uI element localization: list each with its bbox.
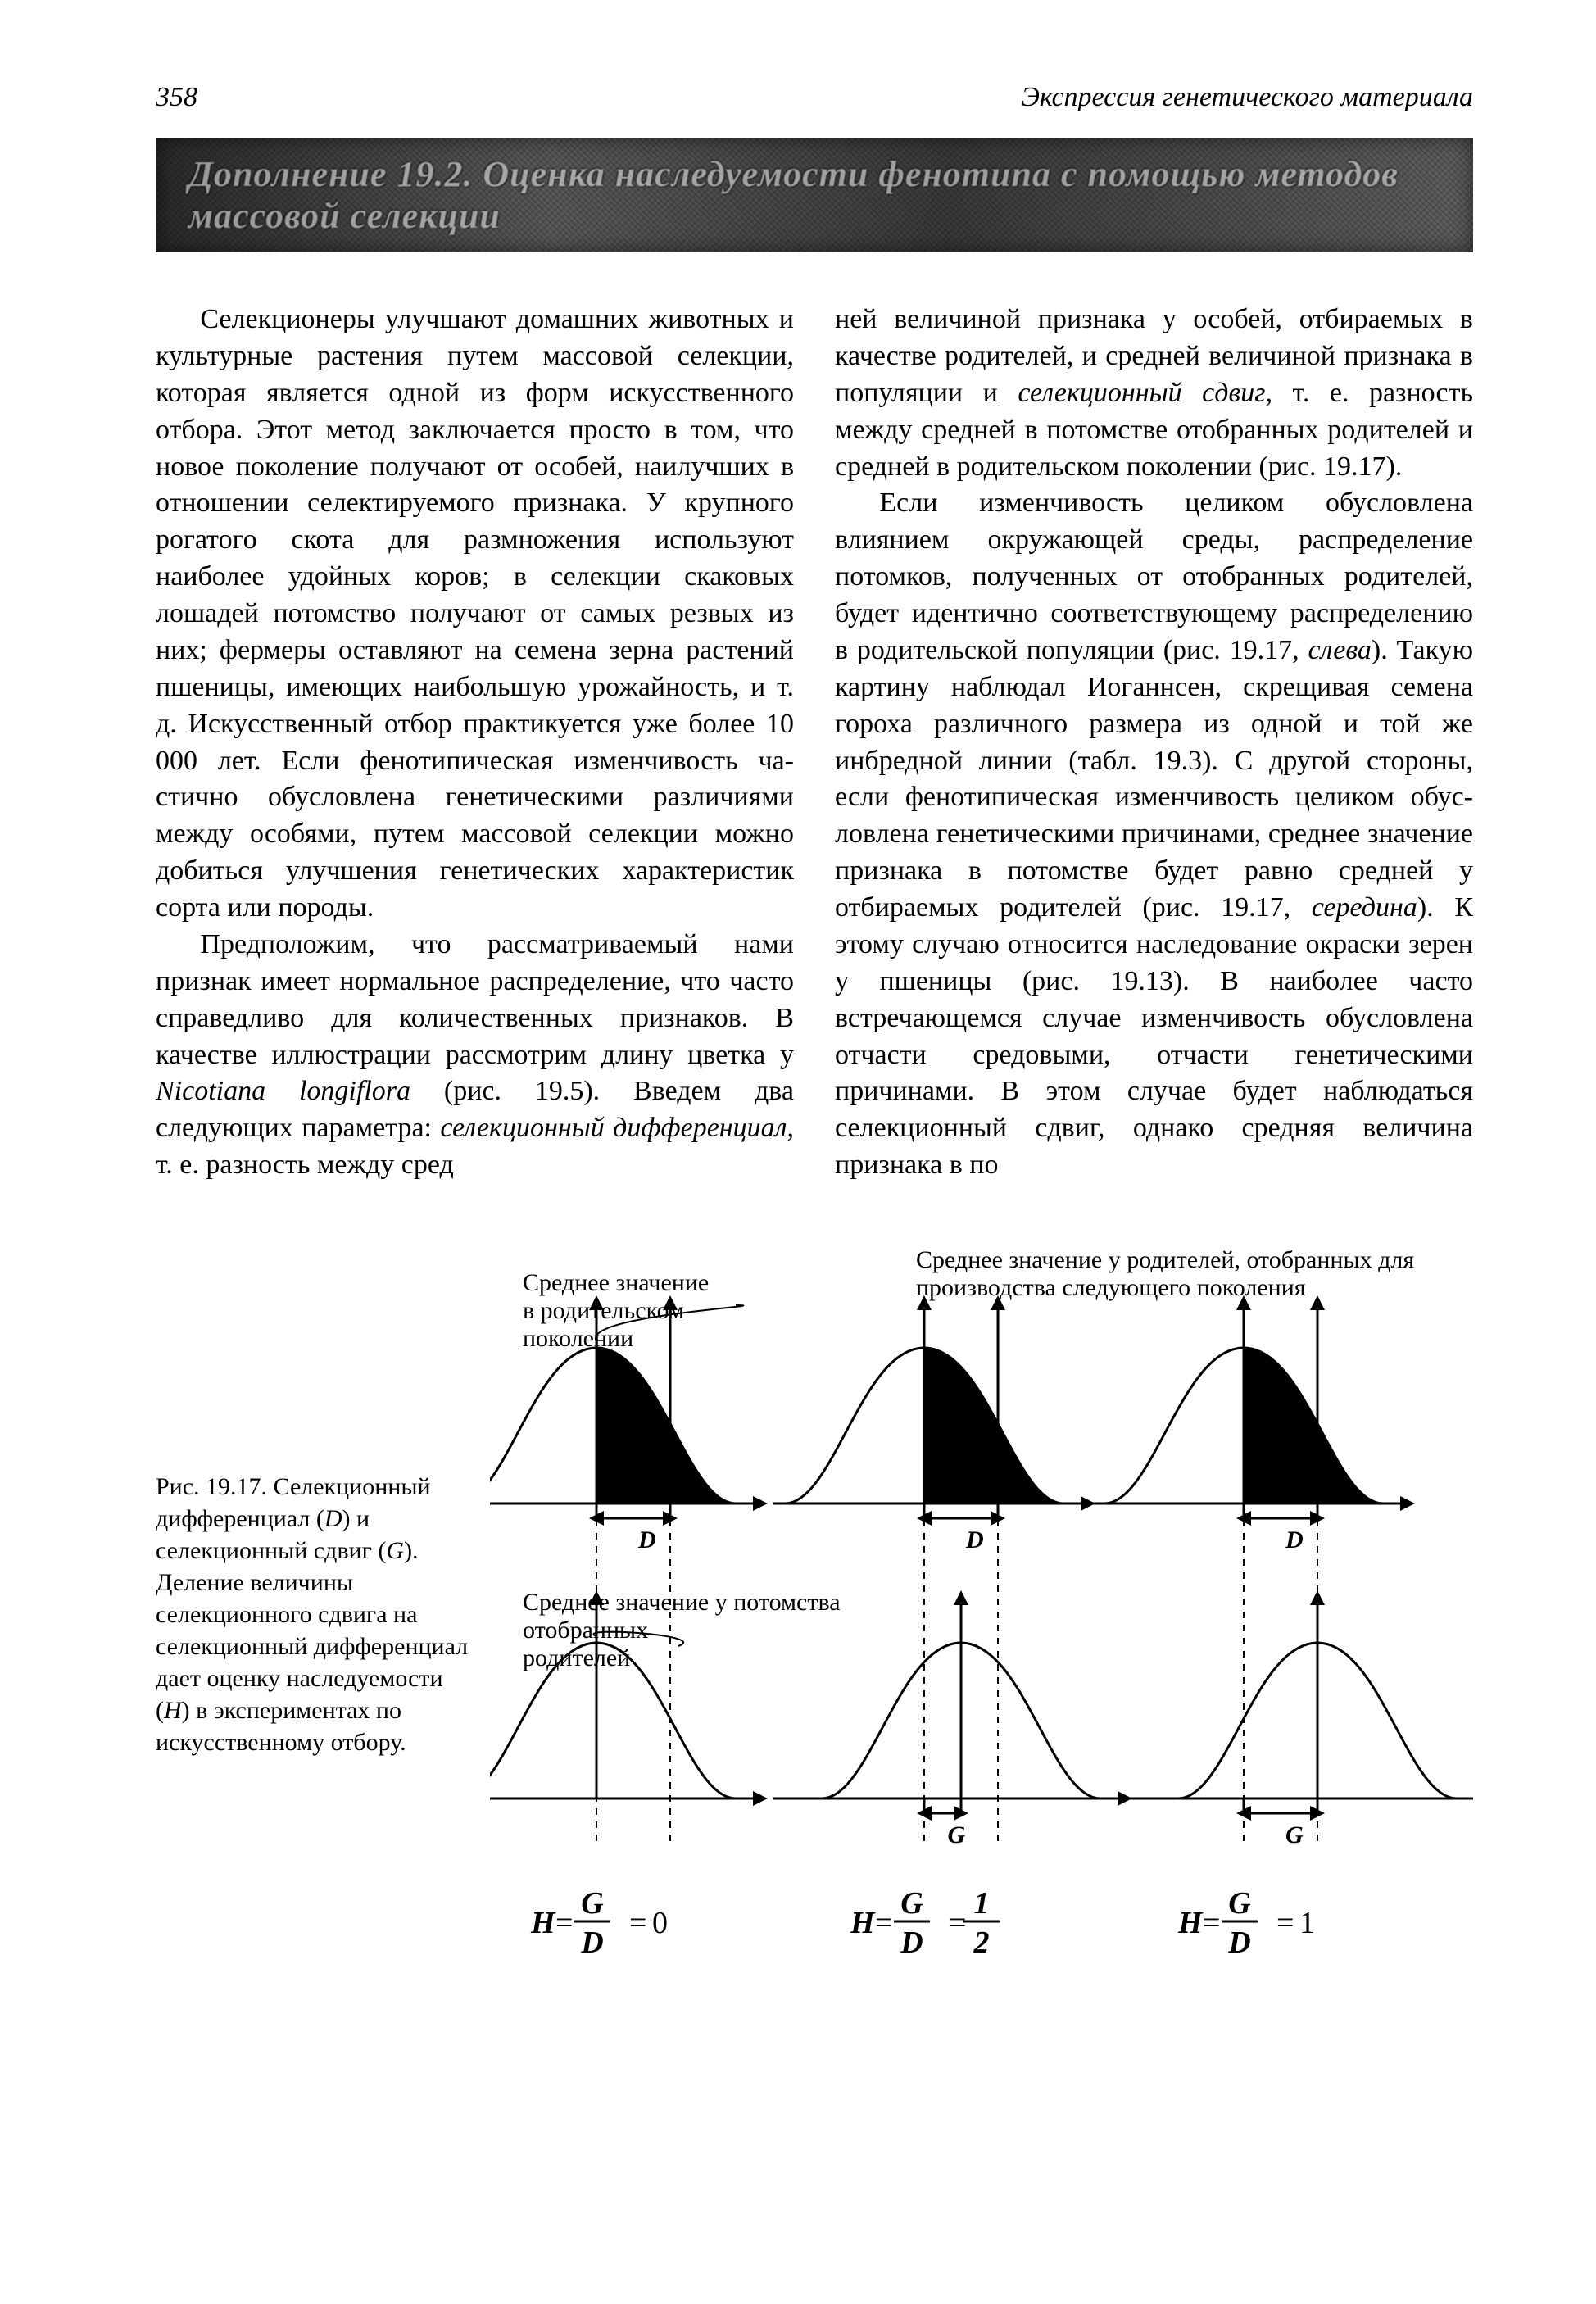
svg-text:=: = <box>1276 1906 1294 1940</box>
var-G: G <box>386 1537 404 1564</box>
text-run: ). Такую картину наблюдал Иоганнсен, скр… <box>835 635 1473 923</box>
page: 358 Экспрессия генетического материала Д… <box>0 0 1596 2304</box>
term: селек­ционный сдвиг <box>1018 378 1265 408</box>
paragraph: ней величиной признака у особей, отби­ра… <box>835 302 1473 485</box>
svg-text:D: D <box>580 1925 603 1960</box>
svg-text:Среднее значение: Среднее значение <box>523 1269 709 1296</box>
svg-text:H: H <box>530 1906 556 1940</box>
species-name: Nicotiana longiflora <box>156 1076 410 1106</box>
svg-text:D: D <box>637 1526 656 1553</box>
figure-caption: Рис. 19.17. Селек­ционный дифференциал (… <box>156 1241 490 1758</box>
svg-text:=: = <box>555 1906 573 1940</box>
var-H: H <box>164 1697 182 1724</box>
svg-text:производства следующего поколе: производства следующего поколения <box>916 1274 1306 1301</box>
svg-text:=: = <box>629 1906 646 1940</box>
inline-italic: середина <box>1312 892 1417 923</box>
paragraph: Селекционеры улучшают домашних жи­вотных… <box>156 302 794 927</box>
var-D: D <box>324 1505 342 1532</box>
svg-text:D: D <box>1285 1526 1304 1553</box>
svg-text:G: G <box>1228 1886 1251 1921</box>
running-head: Экспрессия генетического материала <box>1022 82 1473 113</box>
svg-text:G: G <box>900 1886 923 1921</box>
svg-text:=: = <box>1203 1906 1220 1940</box>
svg-text:=: = <box>875 1906 892 1940</box>
page-number: 358 <box>156 82 197 113</box>
paragraph: Если изменчивость целиком обуслов­лена в… <box>835 485 1473 1184</box>
text-run: ). К этому случаю от­носится наследовани… <box>835 892 1473 1180</box>
svg-text:H: H <box>1177 1906 1204 1940</box>
text-run: ). Деление ве­личины селекционного сдвиг… <box>156 1537 468 1724</box>
svg-text:D: D <box>900 1925 923 1960</box>
svg-text:1: 1 <box>1299 1906 1315 1940</box>
svg-text:1: 1 <box>974 1886 990 1921</box>
inline-italic: слева <box>1308 635 1371 665</box>
text-run: ) в экспери­ментах по искусствен­ному от… <box>156 1697 406 1756</box>
svg-text:отобранных: отобранных <box>523 1617 648 1644</box>
term: селекционный дифференциал <box>440 1113 787 1143</box>
svg-text:G: G <box>1285 1821 1304 1848</box>
svg-text:2: 2 <box>973 1925 990 1960</box>
svg-text:Среднее значение у родителей,: Среднее значение у родителей, отобранных… <box>916 1246 1414 1273</box>
svg-text:G: G <box>948 1821 966 1848</box>
text-run: Предположим, что рассматриваемый нами пр… <box>156 929 794 1070</box>
svg-text:в родительском: в родительском <box>523 1297 684 1324</box>
figure-graphic-wrap: Среднее значение у родителей, отобранных… <box>490 1241 1473 1983</box>
svg-text:D: D <box>1227 1925 1250 1960</box>
figure-svg: Среднее значение у родителей, отобранных… <box>490 1241 1473 1979</box>
svg-text:0: 0 <box>652 1906 668 1940</box>
section-banner: Дополнение 19.2. Оценка наследуемости фе… <box>156 138 1473 252</box>
svg-text:G: G <box>581 1886 604 1921</box>
paragraph: Предположим, что рассматриваемый нами пр… <box>156 927 794 1184</box>
banner-title: Дополнение 19.2. Оценка наследуемости фе… <box>188 153 1473 237</box>
svg-text:H: H <box>850 1906 876 1940</box>
svg-text:=: = <box>949 1906 966 1940</box>
column-left: Селекционеры улучшают домашних жи­вотных… <box>156 302 794 1184</box>
svg-text:D: D <box>965 1526 984 1553</box>
body-columns: Селекционеры улучшают домашних жи­вотных… <box>156 302 1473 1184</box>
page-header: 358 Экспрессия генетического материала <box>156 82 1473 113</box>
svg-text:Среднее значение у потомства: Среднее значение у потомства <box>523 1589 841 1616</box>
figure-label: Рис. 19.17. <box>156 1473 274 1500</box>
figure-19-17: Рис. 19.17. Селек­ционный дифференциал (… <box>156 1241 1473 1983</box>
column-right: ней величиной признака у особей, отби­ра… <box>835 302 1473 1184</box>
svg-text:поколении: поколении <box>523 1325 633 1352</box>
